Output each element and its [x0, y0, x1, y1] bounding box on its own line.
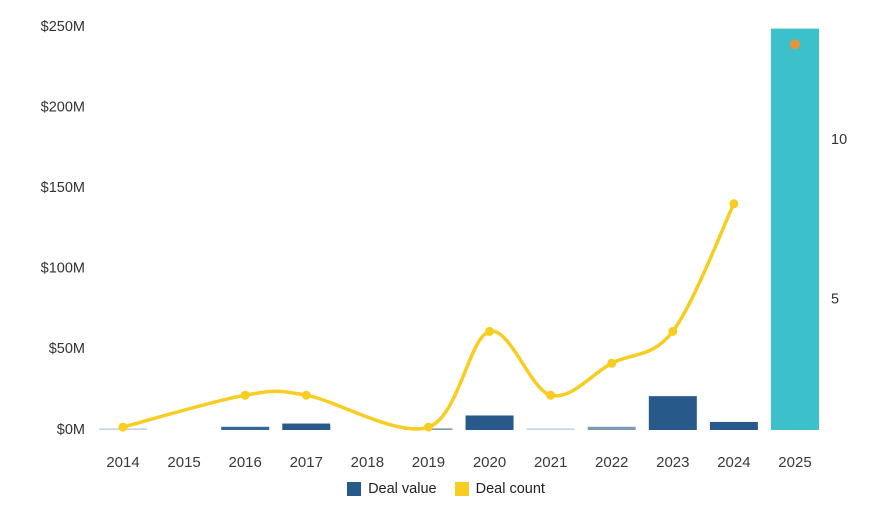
left-axis-tick-label: $0M [57, 422, 85, 438]
deal-count-point-2021[interactable] [546, 390, 556, 400]
left-axis-tick-label: $150M [41, 180, 85, 196]
bar-2021[interactable] [526, 428, 575, 430]
deal-count-point-2022[interactable] [607, 358, 617, 368]
x-axis-label-2023: 2023 [656, 454, 689, 471]
right-axis-tick-label: 5 [831, 291, 839, 307]
right-axis-tick-label: 10 [831, 132, 847, 148]
deal-count-point-2014[interactable] [118, 422, 128, 432]
x-axis-label-2015: 2015 [167, 454, 200, 471]
bar-2022[interactable] [587, 426, 636, 430]
x-axis-label-2021: 2021 [534, 454, 567, 471]
left-axis-tick-label: $200M [41, 99, 85, 115]
x-axis-label-2025: 2025 [778, 454, 811, 471]
legend-item-deal-count[interactable]: Deal count [454, 481, 545, 497]
legend-label-deal-value: Deal value [368, 481, 437, 497]
deal-count-swatch-icon [454, 482, 469, 496]
left-axis-tick-label: $50M [49, 341, 85, 357]
bar-2024[interactable] [709, 421, 758, 430]
x-axis-label-2017: 2017 [290, 454, 323, 471]
deal-count-line [121, 202, 736, 431]
x-axis-label-2019: 2019 [412, 454, 445, 471]
deal-count-point-2017[interactable] [301, 390, 311, 400]
x-axis-label-2020: 2020 [473, 454, 506, 471]
left-axis-tick-label: $100M [41, 261, 85, 277]
deal-count-point-2023[interactable] [668, 326, 678, 336]
x-axis-label-2022: 2022 [595, 454, 628, 471]
x-axis-label-2018: 2018 [351, 454, 384, 471]
bar-2023[interactable] [648, 396, 697, 430]
deal-count-point-2024[interactable] [729, 199, 739, 209]
bar-2025[interactable] [770, 28, 819, 430]
x-axis-label-2016: 2016 [228, 454, 261, 471]
bar-2020[interactable] [465, 415, 514, 430]
legend-label-deal-count: Deal count [475, 481, 545, 497]
deal-count-point-2016[interactable] [240, 390, 250, 400]
deal-count-point-2020[interactable] [485, 326, 495, 336]
left-axis-tick-label: $250M [41, 19, 85, 35]
bar-2016[interactable] [221, 426, 270, 430]
bar-2017[interactable] [282, 423, 331, 430]
deal-value-swatch-icon [347, 482, 362, 496]
legend-item-deal-value[interactable]: Deal value [347, 482, 437, 496]
x-axis-label-2014: 2014 [106, 454, 139, 471]
legend: Deal value Deal count [0, 482, 892, 496]
deal-count-point-2025-highlighted[interactable] [789, 39, 800, 50]
deal-count-point-2019[interactable] [423, 422, 433, 432]
x-axis-label-2024: 2024 [717, 454, 750, 471]
